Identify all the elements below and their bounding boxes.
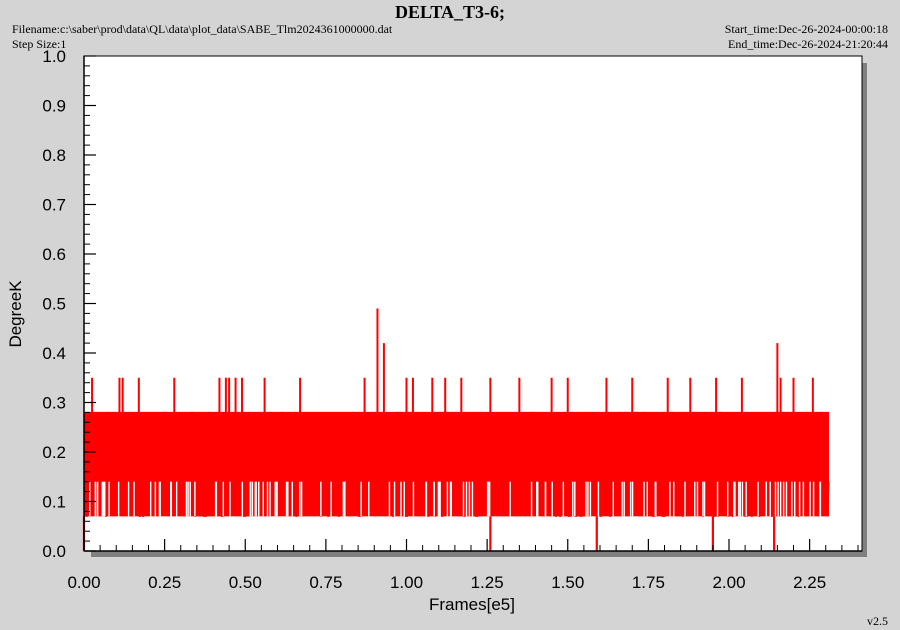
- series-layer: [82, 308, 830, 551]
- axis-layer: 0.0 0.1 0.2 0.3 0.4 0.5 0.6 0.7 0.8 0.9 1.0 0.00 0.2…: [42, 47, 862, 592]
- x-tick-label: 1.25: [471, 573, 504, 592]
- y-tick-label: 0.1: [42, 493, 66, 512]
- x-tick-label: 0.25: [148, 573, 181, 592]
- y-axis-label: DegreeK: [6, 280, 25, 348]
- y-tick-label: 0.0: [42, 542, 66, 561]
- y-tick-label: 0.4: [42, 344, 66, 363]
- end-time-label: End_time:Dec-26-2024-21:20:44: [728, 37, 888, 51]
- filename-label: Filename:c:\saber\prod\data\QL\data\plot…: [12, 22, 393, 36]
- step-size-label: Step Size:1: [12, 37, 67, 51]
- x-tick-label: 1.75: [632, 573, 665, 592]
- version-label: v2.5: [867, 614, 888, 628]
- x-tick-label: 1.50: [551, 573, 584, 592]
- y-tick-label: 0.8: [42, 146, 66, 165]
- y-tick-label: 0.9: [42, 97, 66, 116]
- y-tick-label: 0.6: [42, 245, 66, 264]
- x-axis-label: Frames[e5]: [429, 595, 515, 614]
- x-tick-label: 0.75: [309, 573, 342, 592]
- y-tick-label: 0.3: [42, 394, 66, 413]
- x-tick-label: 2.25: [793, 573, 826, 592]
- y-tick-label: 0.2: [42, 443, 66, 462]
- x-tick-label: 0.50: [229, 573, 262, 592]
- x-tick-label: 0.00: [67, 573, 100, 592]
- y-tick-label: 0.5: [42, 295, 66, 314]
- series-trace: [83, 411, 830, 517]
- start-time-label: Start_time:Dec-26-2024-00:00:18: [724, 22, 888, 36]
- x-tick-label: 2.00: [712, 573, 745, 592]
- x-tick-label: 1.00: [390, 573, 423, 592]
- y-tick-label: 0.7: [42, 196, 66, 215]
- chart-title: DELTA_T3-6;: [394, 2, 506, 22]
- y-tick-label: 1.0: [42, 47, 66, 66]
